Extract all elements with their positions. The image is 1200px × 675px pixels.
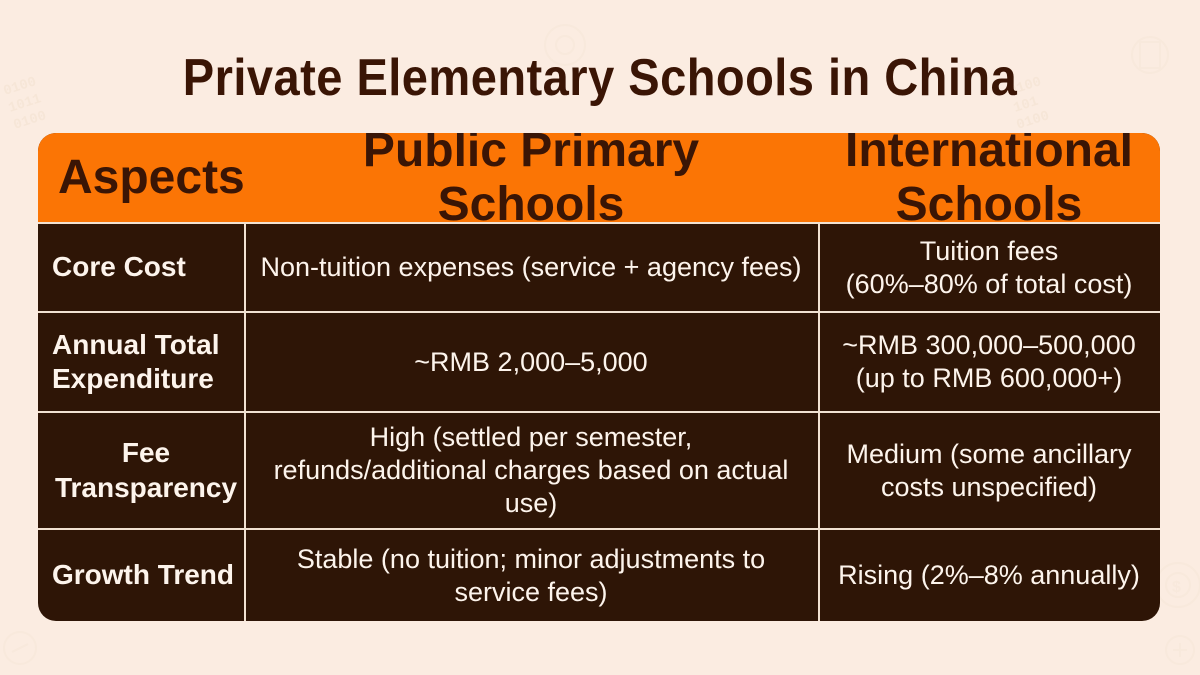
svg-text:0100: 0100 — [12, 108, 49, 134]
svg-text:0100: 0100 — [2, 74, 39, 100]
svg-text:$: $ — [1172, 579, 1181, 596]
svg-text:0100: 0100 — [1015, 108, 1052, 134]
svg-text:1011: 1011 — [7, 91, 44, 117]
